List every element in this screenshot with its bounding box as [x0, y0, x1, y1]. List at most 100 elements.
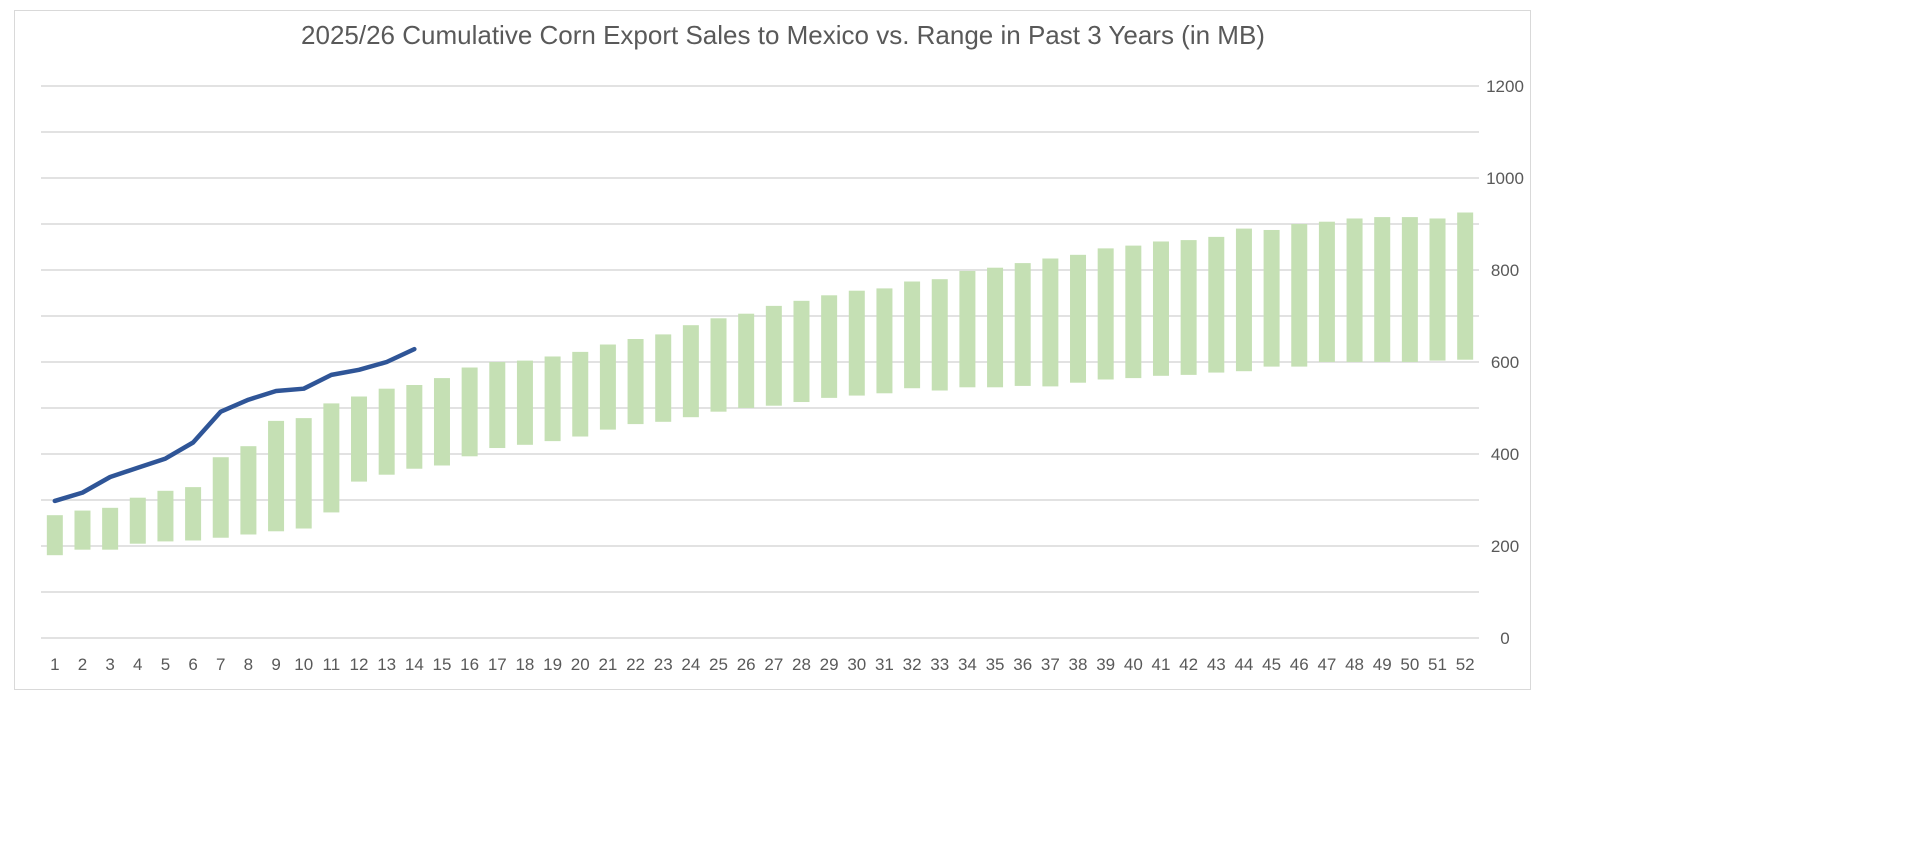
range-bar	[682, 325, 699, 418]
x-tick-label: 28	[792, 655, 811, 674]
range-bar	[461, 367, 478, 457]
range-bar	[1346, 218, 1363, 362]
range-bar	[544, 356, 561, 442]
range-bar	[1208, 236, 1225, 373]
x-tick-label: 7	[216, 655, 225, 674]
x-tick-label: 9	[271, 655, 280, 674]
range-bar	[793, 300, 810, 403]
range-bar	[433, 378, 450, 466]
range-bar	[655, 334, 672, 422]
range-bar	[1125, 245, 1142, 379]
range-bar	[74, 510, 91, 550]
x-tick-label: 33	[930, 655, 949, 674]
range-bar	[516, 360, 533, 445]
x-tick-label: 41	[1152, 655, 1171, 674]
x-tick-label: 12	[350, 655, 369, 674]
x-tick-label: 52	[1456, 655, 1475, 674]
x-tick-label: 40	[1124, 655, 1143, 674]
x-tick-label: 32	[903, 655, 922, 674]
chart-frame	[14, 10, 1531, 690]
x-tick-label: 11	[323, 655, 341, 674]
range-bar	[351, 396, 368, 482]
range-bar	[1152, 241, 1169, 376]
range-bar	[295, 418, 312, 529]
y-tick-label: 800	[1491, 261, 1519, 280]
x-tick-label: 19	[543, 655, 562, 674]
x-tick-label: 23	[654, 655, 673, 674]
x-tick-label: 22	[626, 655, 645, 674]
x-tick-label: 27	[764, 655, 783, 674]
x-tick-label: 35	[986, 655, 1005, 674]
range-bar	[268, 420, 285, 532]
range-bar	[987, 267, 1004, 388]
x-tick-label: 16	[460, 655, 479, 674]
x-tick-label: 31	[875, 655, 894, 674]
range-bar	[406, 385, 423, 469]
range-bar	[959, 270, 976, 388]
x-tick-label: 46	[1290, 655, 1309, 674]
x-tick-label: 5	[161, 655, 170, 674]
range-bar	[129, 497, 146, 544]
chart-title: 2025/26 Cumulative Corn Export Sales to …	[301, 20, 1265, 50]
range-bar	[240, 446, 257, 535]
x-tick-label: 17	[488, 655, 507, 674]
y-tick-label: 1200	[1486, 77, 1524, 96]
range-bar	[931, 279, 948, 391]
range-bar	[1097, 248, 1114, 380]
x-tick-label: 36	[1013, 655, 1032, 674]
y-tick-label: 600	[1491, 353, 1519, 372]
range-bar	[1457, 212, 1474, 360]
x-tick-label: 50	[1400, 655, 1419, 674]
line-2025-26	[52, 346, 417, 504]
range-bar	[765, 305, 782, 406]
range-bar	[876, 288, 893, 394]
x-tick-label: 42	[1179, 655, 1198, 674]
x-tick-label: 24	[681, 655, 700, 674]
x-tick-label: 1	[50, 655, 59, 674]
range-bar	[1070, 254, 1087, 383]
range-bar	[46, 515, 63, 556]
range-bar	[821, 295, 838, 398]
x-tick-label: 44	[1234, 655, 1253, 674]
range-bar	[102, 507, 119, 550]
range-bar	[710, 318, 727, 412]
range-bar	[185, 487, 202, 541]
range-bar	[1401, 217, 1418, 362]
x-tick-label: 14	[405, 655, 424, 674]
x-tick-label: 37	[1041, 655, 1060, 674]
y-tick-label: 0	[1500, 629, 1509, 648]
y-tick-label: 1000	[1486, 169, 1524, 188]
range-bar	[157, 490, 174, 542]
x-tick-label: 26	[737, 655, 756, 674]
range-bar	[599, 344, 616, 430]
x-tick-label: 13	[377, 655, 396, 674]
range-bar	[572, 351, 589, 437]
range-bar	[1291, 224, 1308, 367]
range-bar	[1374, 217, 1391, 362]
x-tick-label: 51	[1428, 655, 1447, 674]
x-tick-label: 39	[1096, 655, 1115, 674]
x-tick-label: 8	[244, 655, 253, 674]
x-tick-label: 43	[1207, 655, 1226, 674]
range-bar	[212, 457, 229, 538]
x-tick-label: 4	[133, 655, 142, 674]
x-tick-label: 10	[294, 655, 313, 674]
range-bar	[1318, 221, 1335, 362]
range-bar	[1235, 228, 1252, 372]
x-tick-label: 2	[78, 655, 87, 674]
range-bar	[378, 388, 395, 475]
x-tick-label: 3	[105, 655, 114, 674]
y-tick-label: 200	[1491, 537, 1519, 556]
x-tick-label: 25	[709, 655, 728, 674]
range-bar	[904, 281, 921, 389]
x-tick-label: 20	[571, 655, 590, 674]
range-bar	[848, 290, 865, 396]
range-bar	[1014, 263, 1031, 386]
x-tick-label: 34	[958, 655, 977, 674]
x-tick-label: 21	[598, 655, 617, 674]
x-tick-label: 18	[515, 655, 534, 674]
range-bar	[323, 403, 340, 513]
x-tick-label: 30	[847, 655, 866, 674]
range-bar	[627, 339, 644, 425]
